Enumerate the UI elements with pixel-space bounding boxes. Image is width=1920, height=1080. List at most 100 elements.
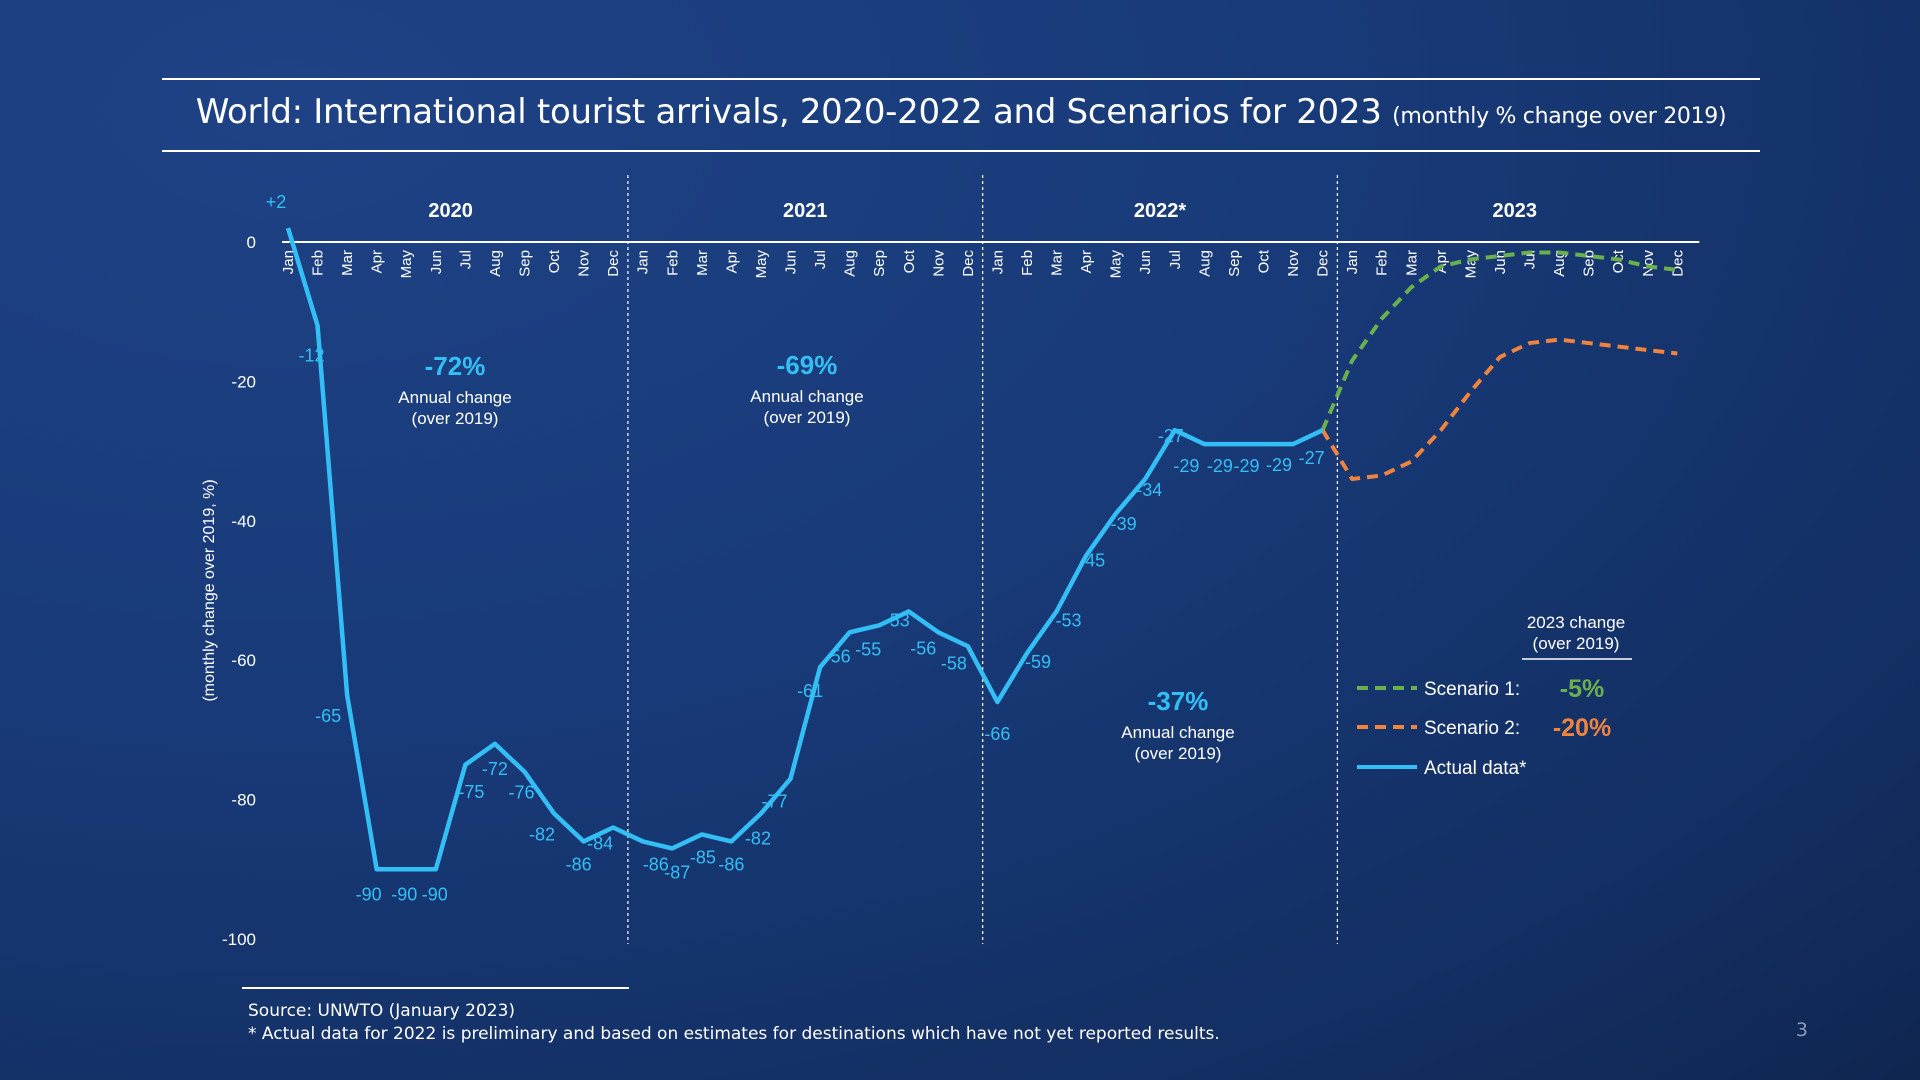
data-label: -75 (458, 782, 484, 802)
page-number: 3 (1796, 1019, 1808, 1041)
line-chart: 0 -20 -40 -60 -80 -100 (monthly change over 20… (0, 0, 1920, 1000)
month-tick-label: Nov (1285, 250, 1302, 277)
source-rule (242, 987, 629, 989)
data-label: -77 (762, 792, 788, 812)
month-tick-label: Oct (901, 249, 918, 273)
month-tick-label: May (1462, 250, 1479, 279)
y-tick-label: 0 (247, 233, 256, 252)
annual-change-value: -69% (777, 350, 838, 380)
data-label: -29 (1173, 456, 1199, 476)
y-tick-label: -80 (231, 791, 256, 810)
data-label: -86 (718, 854, 744, 874)
month-tick-label: Feb (310, 250, 327, 276)
legend-label-actual-data: Actual data* (1424, 758, 1527, 779)
data-label: -56 (910, 638, 936, 658)
data-label: -45 (1079, 551, 1105, 571)
data-label: -84 (587, 833, 613, 853)
legend-subheader: (over 2019) (1533, 634, 1620, 653)
data-label: -55 (855, 639, 881, 659)
month-tick-label: Jan (1344, 250, 1361, 274)
legend-label-scenario-1: Scenario 1: (1424, 679, 1520, 700)
y-axis-title: (monthly change over 2019, %) (201, 479, 218, 701)
data-label: -65 (315, 706, 341, 726)
month-tick-label: Dec (605, 250, 622, 277)
legend-label-scenario-2: Scenario 2: (1424, 718, 1520, 739)
data-label: -72 (482, 759, 508, 779)
month-tick-label: Feb (1019, 250, 1036, 276)
month-tick-label: Nov (930, 250, 947, 277)
month-tick-label: Jul (812, 250, 829, 269)
data-label: -66 (984, 724, 1010, 744)
data-label: -27 (1299, 448, 1325, 468)
scenario-1-line (1323, 252, 1678, 430)
data-label: -82 (745, 829, 771, 849)
month-tick-label: Oct (546, 249, 563, 273)
month-tick-label: Jun (428, 250, 445, 274)
data-label: -27 (1158, 426, 1184, 446)
annual-change-label: Annual change (1121, 723, 1234, 742)
month-tick-label: Apr (369, 250, 386, 273)
annual-change-label: Annual change (750, 387, 863, 406)
month-tick-label: Aug (842, 250, 859, 277)
annual-change-subnote: (over 2019) (1135, 744, 1222, 763)
month-tick-label: Mar (694, 250, 711, 276)
data-label: -39 (1111, 514, 1137, 534)
actual-data-line (288, 228, 1323, 869)
annual-change-subnote: (over 2019) (412, 409, 499, 428)
data-label: -58 (941, 653, 967, 673)
month-tick-label: Nov (576, 250, 593, 277)
month-tick-label: Dec (1669, 250, 1686, 277)
legend-value-scenario-2: -20% (1553, 714, 1611, 742)
month-tick-label: Dec (960, 250, 977, 277)
y-tick-label: -100 (222, 930, 256, 949)
data-label: -29 (1207, 456, 1233, 476)
month-tick-label: Nov (1640, 250, 1657, 277)
data-label: -53 (1056, 610, 1082, 630)
legend-header: 2023 change (1527, 613, 1625, 632)
annual-change-value: -72% (425, 351, 486, 381)
month-tick-label: Apr (723, 250, 740, 273)
month-tick-label: Oct (1255, 249, 1272, 273)
data-label: -29 (1266, 455, 1292, 475)
data-label: -90 (422, 884, 448, 904)
data-label: -76 (508, 783, 534, 803)
data-label: -90 (356, 884, 382, 904)
month-tick-label: Feb (664, 250, 681, 276)
month-tick-label: Feb (1374, 250, 1391, 276)
data-label: -34 (1136, 480, 1162, 500)
data-label: +2 (266, 192, 287, 212)
annual-change-label: Annual change (398, 388, 511, 407)
month-tick-label: Aug (1196, 250, 1213, 277)
data-label: -85 (690, 847, 716, 867)
month-tick-label: May (753, 250, 770, 279)
data-label: -61 (797, 681, 823, 701)
data-label: -82 (529, 825, 555, 845)
month-tick-label: Jul (1167, 250, 1184, 269)
month-tick-label: Jan (989, 250, 1006, 274)
month-tick-label: Jan (635, 250, 652, 274)
month-tick-label: May (1108, 250, 1125, 279)
data-label: -87 (664, 862, 690, 882)
annual-change-subnote: (over 2019) (764, 408, 851, 427)
month-tick-label: May (398, 250, 415, 279)
year-header: 2020 (428, 200, 473, 222)
footnote: * Actual data for 2022 is preliminary an… (248, 1024, 1220, 1044)
source-note: Source: UNWTO (January 2023) (248, 1001, 515, 1021)
month-tick-label: Jun (783, 250, 800, 274)
year-header: 2022* (1134, 200, 1186, 222)
data-label: -29 (1233, 456, 1259, 476)
month-tick-label: Aug (487, 250, 504, 277)
data-label: -90 (391, 884, 417, 904)
data-label: -59 (1025, 652, 1051, 672)
data-label: -86 (566, 854, 592, 874)
month-tick-label: Sep (1226, 250, 1243, 277)
y-tick-label: -20 (231, 372, 256, 391)
data-label: -53 (884, 610, 910, 630)
data-label: -56 (825, 646, 851, 666)
annual-change-value: -37% (1148, 686, 1209, 716)
year-header: 2023 (1492, 200, 1537, 222)
month-tick-label: Jun (1137, 250, 1154, 274)
month-tick-label: Sep (871, 250, 888, 277)
month-tick-label: Dec (1315, 250, 1332, 277)
month-tick-label: Mar (1049, 250, 1066, 276)
